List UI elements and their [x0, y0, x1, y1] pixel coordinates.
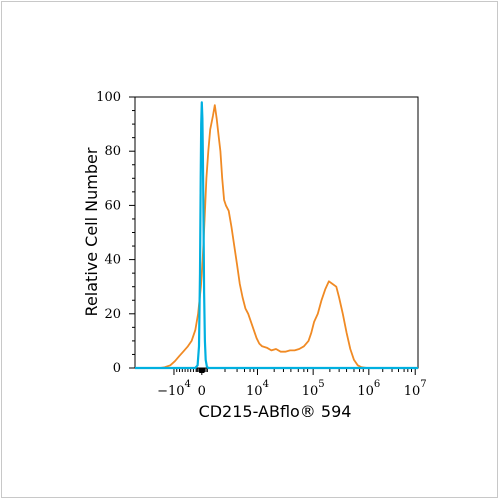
- y-axis-title: Relative Cell Number: [82, 147, 101, 316]
- y-tick-label: 0: [113, 361, 121, 376]
- x-tick-label: 107: [404, 379, 427, 399]
- x-tick-label: 105: [302, 379, 325, 399]
- axes-group: 100 80 60 40 20 0 −104 0 104 105 106 107: [96, 90, 427, 399]
- series-group: [135, 101, 418, 370]
- y-tick-label: 20: [104, 307, 121, 322]
- y-tick-label: 80: [104, 144, 121, 159]
- series-line-orange: [135, 104, 418, 369]
- y-tick-label: 60: [104, 198, 121, 213]
- y-tick-label: 100: [96, 90, 121, 105]
- x-tick-label: −104: [157, 379, 191, 399]
- x-axis-title: CD215-ABflo® 594: [199, 402, 352, 421]
- x-tick-label: 104: [246, 379, 269, 399]
- series-line-blue: [135, 101, 418, 370]
- x-tick-label: 106: [357, 379, 380, 399]
- plot-area-border: [134, 96, 419, 369]
- labels-group: Relative Cell Number CD215-ABflo® 594: [82, 147, 351, 421]
- y-tick-label: 40: [104, 253, 121, 268]
- x-tick-label: 0: [198, 384, 206, 399]
